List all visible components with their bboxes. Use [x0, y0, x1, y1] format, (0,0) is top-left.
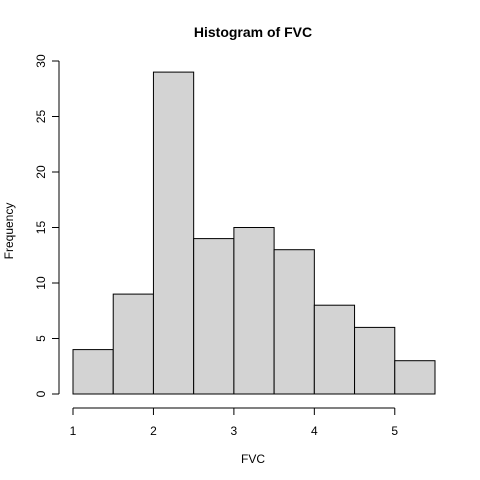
y-tick-label-3: 15	[34, 221, 48, 235]
histogram-bar-3	[193, 238, 235, 395]
x-tick-label-1: 2	[150, 424, 157, 438]
x-tick-label-3: 4	[311, 424, 318, 438]
x-axis: 1 2 3 4 5	[70, 407, 398, 438]
x-tick-label-0: 1	[70, 424, 77, 438]
histogram-bar-7	[354, 326, 396, 395]
y-tick-label-2: 10	[34, 276, 48, 290]
y-axis-label: Frequency	[2, 203, 16, 260]
histogram-bar-4	[233, 227, 275, 395]
y-tick-label-1: 5	[34, 335, 48, 342]
bars	[72, 71, 436, 395]
y-axis: 0 5 10 15 20 25 30	[34, 54, 60, 397]
y-tick-label-0: 0	[34, 390, 48, 397]
y-tick-label-6: 30	[34, 54, 48, 68]
histogram-bar-0	[72, 349, 114, 395]
x-axis-label: FVC	[241, 452, 265, 466]
y-tick-label-5: 25	[34, 110, 48, 124]
histogram-bar-8	[394, 360, 436, 395]
chart-title: Histogram of FVC	[194, 24, 312, 40]
x-tick-label-2: 3	[231, 424, 238, 438]
x-tick-label-4: 5	[391, 424, 398, 438]
y-tick-label-4: 20	[34, 165, 48, 179]
histogram-bar-2	[152, 71, 195, 395]
histogram-bar-1	[112, 293, 154, 395]
histogram-bar-6	[313, 304, 356, 395]
histogram-bar-5	[273, 249, 315, 395]
